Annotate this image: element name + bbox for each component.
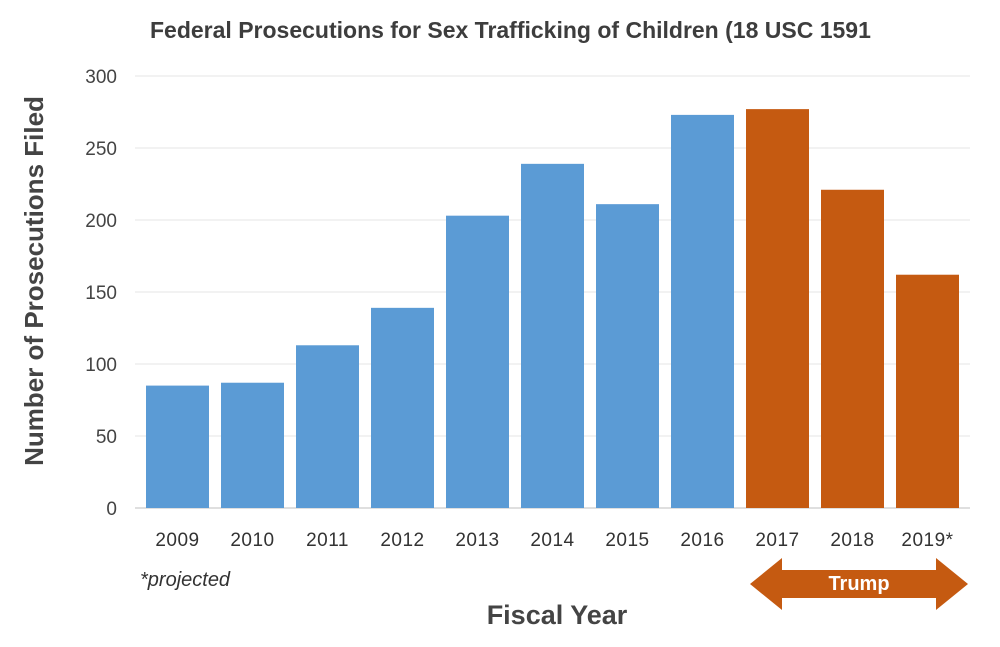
- y-tick-label: 300: [85, 67, 117, 88]
- bar-2018: [821, 189, 884, 508]
- bar-2015: [596, 204, 659, 508]
- x-tick-label: 2009: [155, 530, 199, 551]
- y-axis-ticks: 0 50 100 150 200 250 300: [85, 67, 117, 520]
- x-tick-label: 2014: [530, 530, 574, 551]
- y-tick-label: 200: [85, 211, 117, 232]
- bar-2012: [371, 307, 434, 508]
- bar-2011: [296, 345, 359, 508]
- bar-2014: [521, 163, 584, 508]
- x-axis-label: Fiscal Year: [487, 600, 628, 630]
- x-tick-label: 2016: [680, 530, 724, 551]
- y-tick-label: 250: [85, 139, 117, 160]
- x-tick-label: 2015: [605, 530, 649, 551]
- x-tick-label: 2013: [455, 530, 499, 551]
- bar-2017: [746, 109, 809, 509]
- x-axis-ticks: 2009 2010 2011 2012 2013 2014 2015 2016 2017 2018…: [155, 530, 953, 551]
- projected-note: *projected: [140, 569, 231, 591]
- bar-2010: [221, 382, 284, 508]
- y-tick-label: 50: [96, 427, 117, 448]
- chart-title: Federal Prosecutions for Sex Trafficking…: [150, 17, 871, 43]
- y-tick-label: 100: [85, 355, 117, 376]
- bar-2016: [671, 114, 734, 508]
- trump-arrow: [750, 558, 968, 610]
- y-tick-label: 150: [85, 283, 117, 304]
- x-tick-label: 2010: [230, 530, 274, 551]
- bar-2019: [896, 274, 959, 508]
- y-tick-label: 0: [106, 499, 117, 520]
- bar-2009: [146, 385, 209, 508]
- trump-label: Trump: [828, 573, 889, 595]
- x-tick-label: 2018: [830, 530, 874, 551]
- x-tick-label: 2017: [755, 530, 799, 551]
- bars: [146, 109, 959, 509]
- trump-annotation: Trump: [750, 558, 968, 610]
- x-tick-label: 2011: [306, 530, 349, 551]
- bar-2013: [446, 215, 509, 508]
- x-tick-label: 2019*: [901, 530, 953, 551]
- x-tick-label: 2012: [380, 530, 424, 551]
- y-axis-label: Number of Prosecutions Filed: [19, 96, 49, 466]
